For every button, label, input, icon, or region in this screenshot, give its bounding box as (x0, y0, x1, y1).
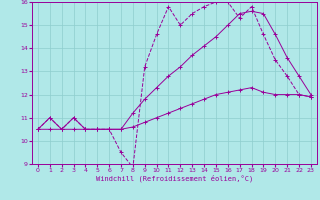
X-axis label: Windchill (Refroidissement éolien,°C): Windchill (Refroidissement éolien,°C) (96, 175, 253, 182)
